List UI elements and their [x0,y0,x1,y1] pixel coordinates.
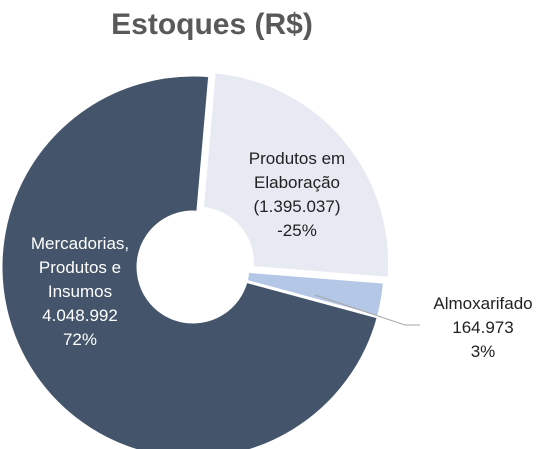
data-label: Mercadorias, Produtos e Insumos 4.048.992… [31,232,129,352]
category-label: Produtos em Elaboração [248,149,346,192]
chart-title: Estoques (R$) [111,8,313,41]
leader-line [314,294,420,326]
value-label: 4.048.992 [42,306,118,325]
category-label: Almoxarifado [433,294,533,313]
data-label: Produtos em Elaboração (1.395.037) -25% [249,147,345,243]
slice [200,70,392,280]
percent-label: 3% [470,342,496,361]
value-label: (1.395.037) [253,197,341,216]
slice [0,73,381,449]
percent-label: 72% [62,330,98,349]
value-label: 164.973 [452,318,514,337]
category-label: Mercadorias, Produtos e Insumos [30,234,130,301]
data-label: Almoxarifado 164.973 3% [433,292,532,364]
percent-label: -25% [277,221,317,240]
